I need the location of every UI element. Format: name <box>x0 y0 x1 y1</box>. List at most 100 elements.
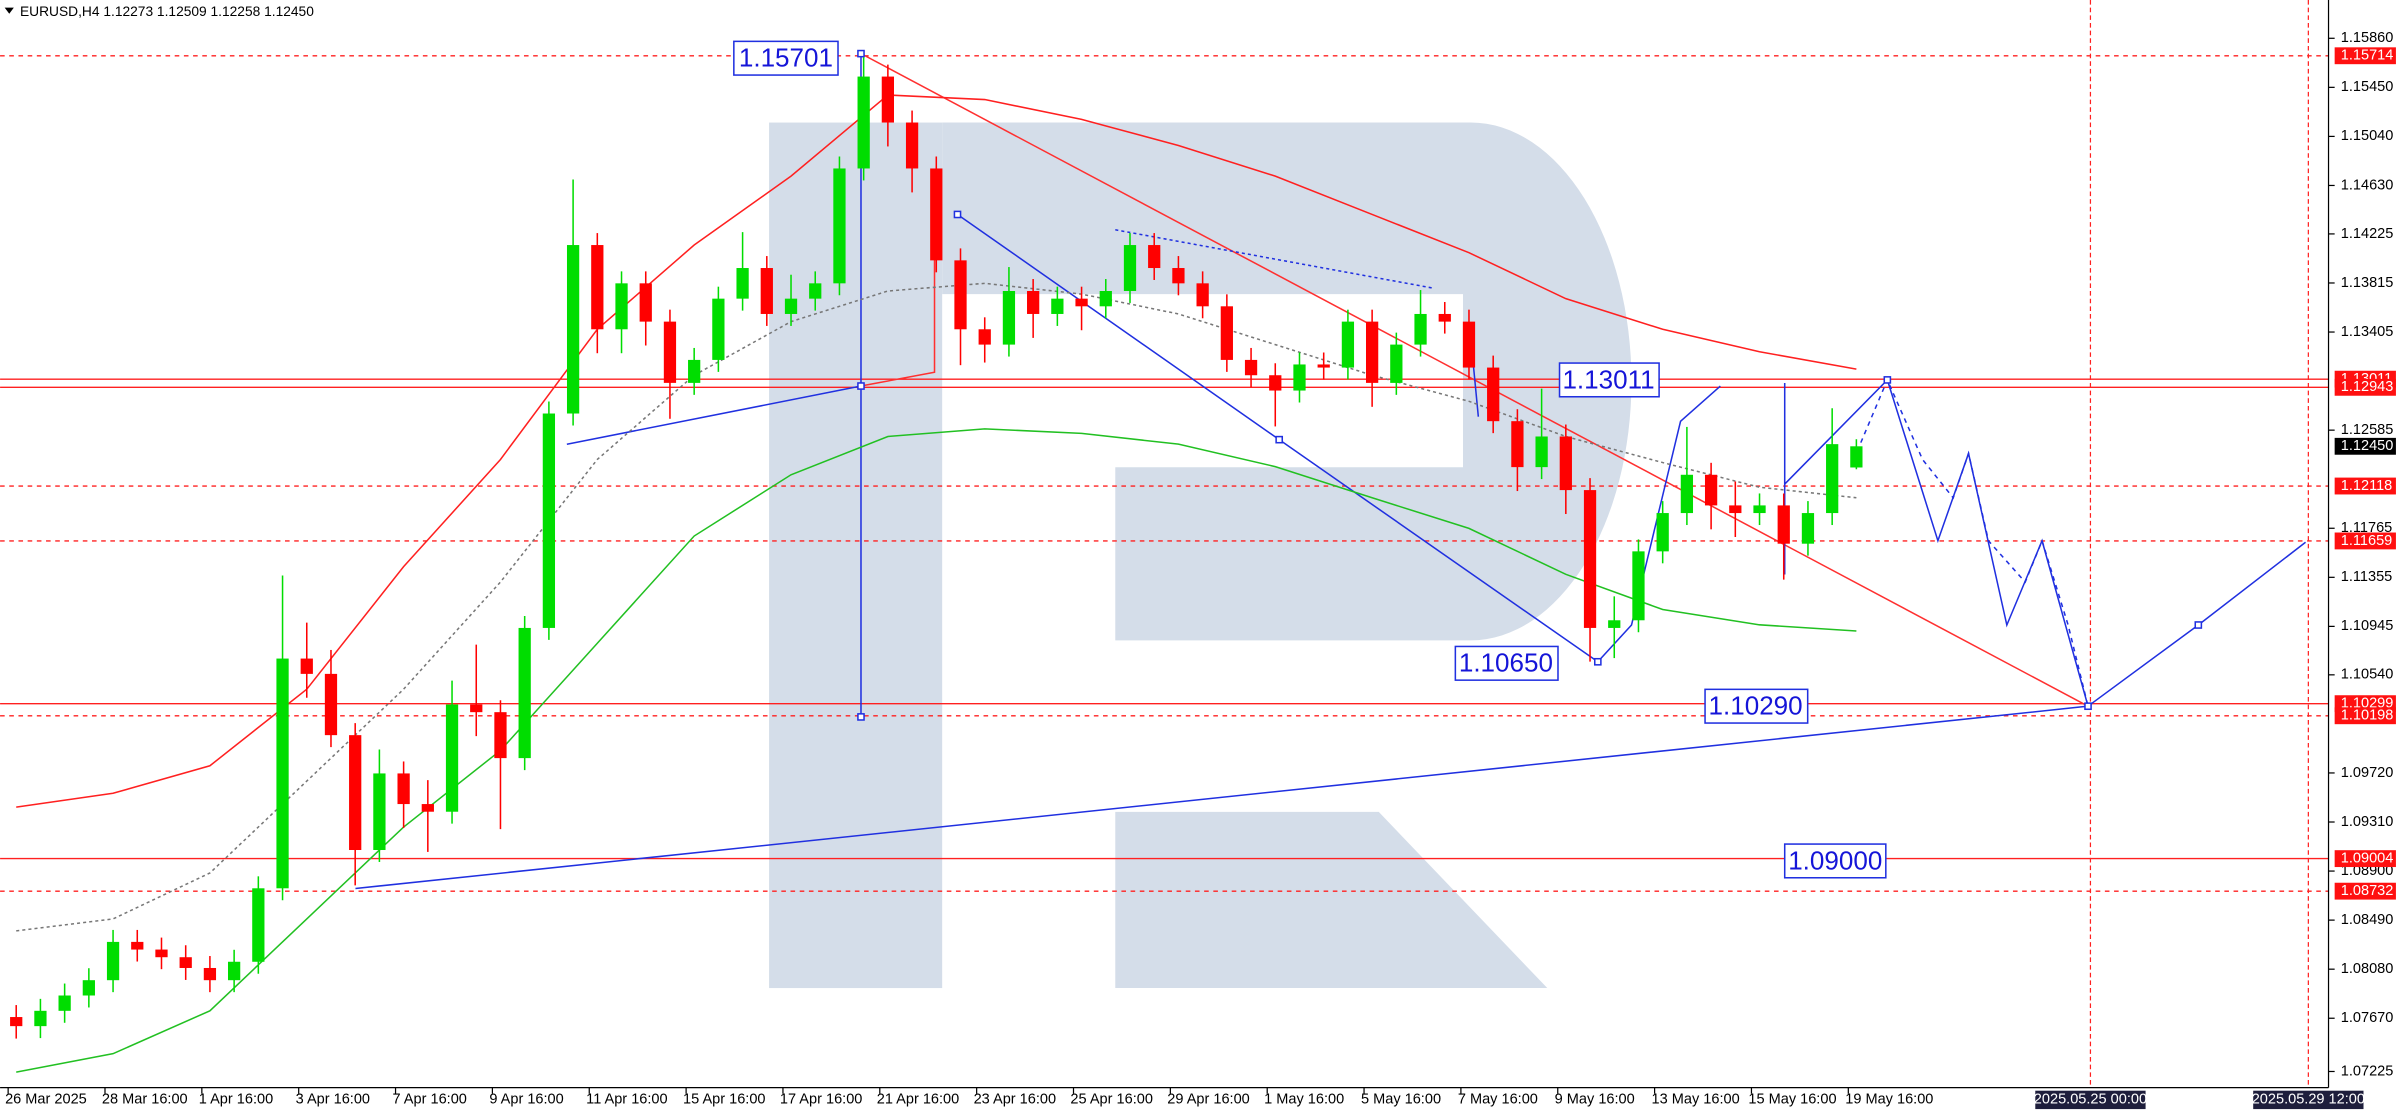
candle-body <box>639 283 652 322</box>
y-tick-label: 1.10540 <box>2341 667 2394 683</box>
candle-body <box>1002 290 1016 345</box>
header-arrow <box>4 7 14 14</box>
price-level-label: 1.15714 <box>2341 48 2394 64</box>
candle-body <box>881 76 894 123</box>
candle-body <box>1753 505 1766 514</box>
price-level-box <box>2334 882 2396 900</box>
candle-body <box>34 1010 47 1027</box>
candle-body <box>1511 421 1524 468</box>
candle-body <box>1583 490 1597 628</box>
candle-body <box>324 673 338 736</box>
candle-body <box>809 283 822 299</box>
candle-body <box>1123 245 1137 291</box>
annotation: 1.09000 <box>1788 845 1882 875</box>
x-marker-label: 2025.05.25 00:00 <box>2034 1092 2147 1108</box>
price-level-box <box>2334 707 2396 725</box>
candle-body <box>663 321 677 383</box>
candle-body <box>1148 245 1161 269</box>
x-tick-label: 21 Apr 16:00 <box>877 1092 960 1108</box>
candle-body <box>131 941 144 950</box>
candle-body <box>1729 505 1742 514</box>
x-tick-label: 28 Mar 16:00 <box>102 1092 188 1108</box>
candle-body <box>1850 446 1863 468</box>
watermark-stem <box>769 122 943 989</box>
candle-body <box>591 245 604 330</box>
candle-body <box>954 260 967 330</box>
x-tick-label: 19 May 16:00 <box>1845 1092 1933 1108</box>
candle-body <box>736 268 749 299</box>
y-tick-label: 1.15860 <box>2341 30 2394 46</box>
annotation: 1.10290 <box>1709 691 1803 721</box>
trend-line <box>566 385 862 445</box>
candle-body <box>833 168 846 284</box>
x-tick-label: 3 Apr 16:00 <box>296 1092 370 1108</box>
candle-body <box>1462 321 1476 368</box>
candle-body <box>1535 436 1548 468</box>
candle-body <box>1341 321 1355 368</box>
anchor <box>1275 435 1284 444</box>
price-level-box <box>2334 47 2396 65</box>
price-level-box <box>2334 532 2396 550</box>
x-tick-label: 23 Apr 16:00 <box>974 1092 1057 1108</box>
candle-body <box>276 658 289 889</box>
y-tick-label: 1.12585 <box>2341 422 2394 438</box>
x-tick-label: 15 May 16:00 <box>1748 1092 1836 1108</box>
candle-body <box>1414 313 1427 345</box>
candle-body <box>1293 364 1306 391</box>
x-tick-label: 1 May 16:00 <box>1264 1092 1344 1108</box>
x-tick-label: 9 May 16:00 <box>1555 1092 1635 1108</box>
price-level-label: 1.10198 <box>2341 708 2394 724</box>
candle-body <box>1608 620 1621 628</box>
candle-body <box>252 888 265 962</box>
candle-body <box>566 245 580 414</box>
header: EURUSD,H4 1.12273 1.12509 1.12258 1.1245… <box>20 4 314 19</box>
candle-body <box>106 941 120 981</box>
y-tick-label: 1.08080 <box>2341 961 2394 977</box>
candle-body <box>1244 359 1258 376</box>
moving-average <box>16 282 1857 932</box>
candle-body <box>1317 364 1330 368</box>
price-level-label: 1.12450 <box>2341 438 2394 454</box>
watermark-bowl <box>942 122 1632 641</box>
candle-body <box>978 329 991 345</box>
candle-body <box>1075 298 1088 307</box>
candle-body <box>58 995 71 1011</box>
candle-body <box>712 298 725 360</box>
annotation: 1.13011 <box>1562 364 1654 394</box>
price-level-label: 1.12943 <box>2341 379 2394 395</box>
candle-body <box>784 298 798 314</box>
x-tick-label: 7 Apr 16:00 <box>392 1092 466 1108</box>
y-tick-label: 1.11355 <box>2341 569 2393 585</box>
candle-body <box>1438 313 1451 322</box>
price-level-box <box>2334 477 2396 495</box>
candle-body <box>10 1017 23 1027</box>
x-tick-label: 17 Apr 16:00 <box>780 1092 863 1108</box>
annotation-box <box>1704 688 1809 724</box>
y-tick-label: 1.10945 <box>2341 618 2394 634</box>
candle-body <box>203 967 217 981</box>
candle-body <box>1559 436 1572 491</box>
x-tick-label: 5 May 16:00 <box>1361 1092 1441 1108</box>
candle-body <box>300 658 313 674</box>
x-tick-label: 11 Apr 16:00 <box>586 1092 667 1108</box>
candle-body <box>1826 444 1839 514</box>
y-tick-label: 1.11765 <box>2341 520 2393 536</box>
y-tick-label: 1.14630 <box>2341 177 2394 193</box>
candle-body <box>82 980 95 996</box>
candle-body <box>1220 306 1233 360</box>
y-tick-label: 1.14225 <box>2341 226 2394 242</box>
trend-line <box>1115 229 1433 289</box>
candle-body <box>518 627 531 759</box>
annotation-box <box>1558 362 1660 398</box>
annotation: 1.15701 <box>739 43 833 73</box>
anchor <box>1883 376 1892 384</box>
annotation-box <box>1454 645 1559 681</box>
forecast-line <box>1852 377 2089 707</box>
annotation-box <box>1783 843 1887 879</box>
candle-body <box>1487 367 1500 422</box>
x-marker-label: 2025.05.29 12:00 <box>2252 1092 2365 1108</box>
anchor <box>2084 702 2092 711</box>
anchor <box>857 49 865 58</box>
